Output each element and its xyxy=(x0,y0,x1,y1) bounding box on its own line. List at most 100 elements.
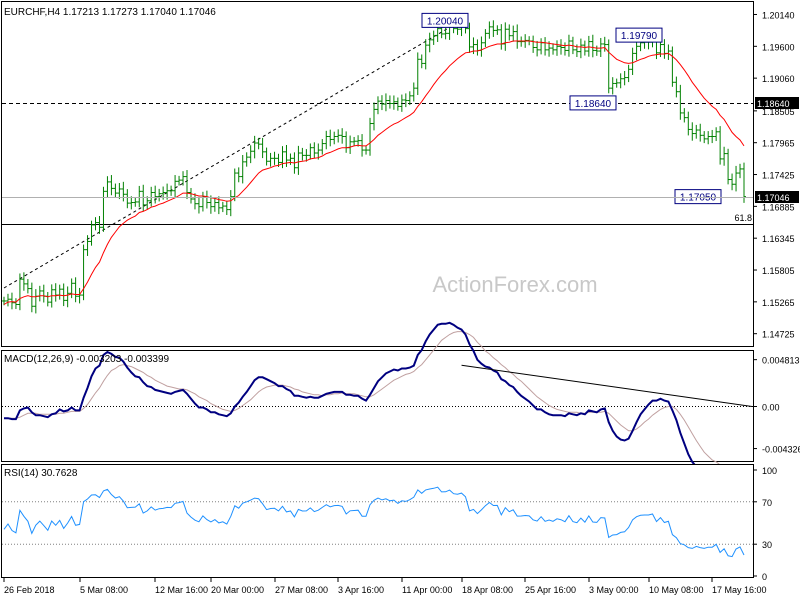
price-bar xyxy=(495,25,500,35)
price-bar xyxy=(551,43,556,55)
price-bar xyxy=(634,39,639,61)
price-bar xyxy=(212,197,217,212)
current-price-badge xyxy=(755,191,799,203)
price-bar xyxy=(256,137,261,150)
price-bar xyxy=(487,21,492,39)
price-bar xyxy=(97,216,102,234)
time-tick-label: 5 Mar 08:00 xyxy=(80,585,128,595)
price-bar xyxy=(173,175,178,198)
price-bar xyxy=(69,278,74,299)
price-bar xyxy=(395,97,400,111)
current-price-label: 1.17046 xyxy=(757,193,790,203)
price-bar xyxy=(181,171,186,186)
price-bar xyxy=(690,122,695,141)
price-bar xyxy=(578,38,583,59)
price-bar xyxy=(383,93,388,112)
price-bar xyxy=(228,190,233,217)
price-bar xyxy=(125,189,130,209)
time-tick-label: 27 Mar 08:00 xyxy=(275,585,328,595)
price-header: EURCHF,H4 1.17213 1.17273 1.17040 1.1704… xyxy=(4,7,216,18)
macd-trendline xyxy=(461,364,753,407)
price-bar xyxy=(113,183,118,198)
price-bar xyxy=(137,185,142,208)
time-tick-label: 26 Feb 2018 xyxy=(4,585,55,595)
macd-signal-line xyxy=(4,331,745,479)
price-bar xyxy=(188,187,193,204)
price-bar xyxy=(507,24,512,41)
price-bar xyxy=(360,134,365,157)
price-tick-label: 1.17425 xyxy=(762,171,795,181)
price-bar xyxy=(411,82,416,102)
rsi-header: RSI(14) 30.7628 xyxy=(4,468,78,479)
price-bar xyxy=(77,287,82,304)
price-bar xyxy=(352,136,357,147)
price-bar xyxy=(491,20,496,37)
price-bar xyxy=(304,149,309,162)
price-bar xyxy=(336,129,341,143)
time-axis: 26 Feb 2018 5 Mar 08:00 12 Mar 16:00 20 Mar… xyxy=(3,578,767,595)
time-tick-label: 3 May 00:00 xyxy=(589,585,639,595)
time-tick-label: 18 Apr 08:00 xyxy=(462,585,513,595)
price-annotation: 1.18640 xyxy=(569,95,617,111)
price-bar xyxy=(734,165,739,192)
rsi-tick-label: 70 xyxy=(762,498,772,508)
price-bar xyxy=(582,40,587,56)
macd-tick-label: -0.004326 xyxy=(762,445,800,455)
watermark: ActionForex.com xyxy=(432,272,597,297)
level-axis-label: 1.18640 xyxy=(757,99,790,109)
price-bar xyxy=(296,145,301,175)
price-bar xyxy=(149,186,154,207)
price-bar xyxy=(300,147,305,161)
price-tick-label: 1.16885 xyxy=(762,202,795,212)
price-bar xyxy=(141,184,146,212)
price-bar xyxy=(511,25,516,42)
price-bar xyxy=(562,42,567,56)
price-bar xyxy=(121,181,126,202)
svg-text:1.19790: 1.19790 xyxy=(621,31,658,42)
price-bar xyxy=(208,195,213,214)
price-bar xyxy=(423,39,428,70)
price-bar xyxy=(356,135,361,147)
time-tick-label: 10 May 08:00 xyxy=(649,585,704,595)
price-tick-label: 1.19060 xyxy=(762,74,795,84)
rsi-tick-label: 100 xyxy=(762,466,777,476)
price-bar xyxy=(272,151,277,165)
price-bar xyxy=(320,139,325,155)
macd-line xyxy=(4,321,745,490)
price-bar xyxy=(2,296,6,306)
price-bar xyxy=(379,95,384,111)
price-tick-label: 1.14725 xyxy=(762,330,795,340)
price-bar xyxy=(674,76,679,98)
price-bar xyxy=(21,272,26,291)
price-bar xyxy=(324,130,329,150)
price-bar xyxy=(328,129,333,147)
price-bar xyxy=(614,78,619,88)
macd-tick-label: 0.00 xyxy=(762,402,780,412)
price-bar xyxy=(29,282,34,313)
price-bar xyxy=(89,220,94,246)
price-bar xyxy=(710,129,715,144)
price-panel: ActionForex.com 61.8 1.20040 1.19790 1.186… xyxy=(1,1,799,347)
price-bar xyxy=(483,29,488,48)
price-bar xyxy=(248,145,253,164)
price-bar xyxy=(503,22,508,51)
svg-text:1.18640: 1.18640 xyxy=(575,99,612,110)
svg-text:1.20040: 1.20040 xyxy=(427,16,464,27)
price-bar xyxy=(25,279,30,294)
price-bar xyxy=(606,39,611,94)
price-tick-label: 1.16345 xyxy=(762,234,795,244)
price-bar xyxy=(626,64,631,83)
price-bar xyxy=(240,155,245,184)
price-bar xyxy=(117,182,122,200)
price-bar xyxy=(590,34,595,58)
time-tick-label: 25 Apr 16:00 xyxy=(525,585,576,595)
price-bar xyxy=(694,124,699,139)
price-bar xyxy=(467,22,472,53)
price-bar xyxy=(566,34,571,57)
price-annotation: 1.17050 xyxy=(674,189,722,205)
price-bar xyxy=(368,117,373,156)
price-bar xyxy=(519,36,524,47)
price-bar xyxy=(535,40,540,57)
price-bar xyxy=(101,186,106,232)
rsi-panel-frame xyxy=(1,464,754,578)
